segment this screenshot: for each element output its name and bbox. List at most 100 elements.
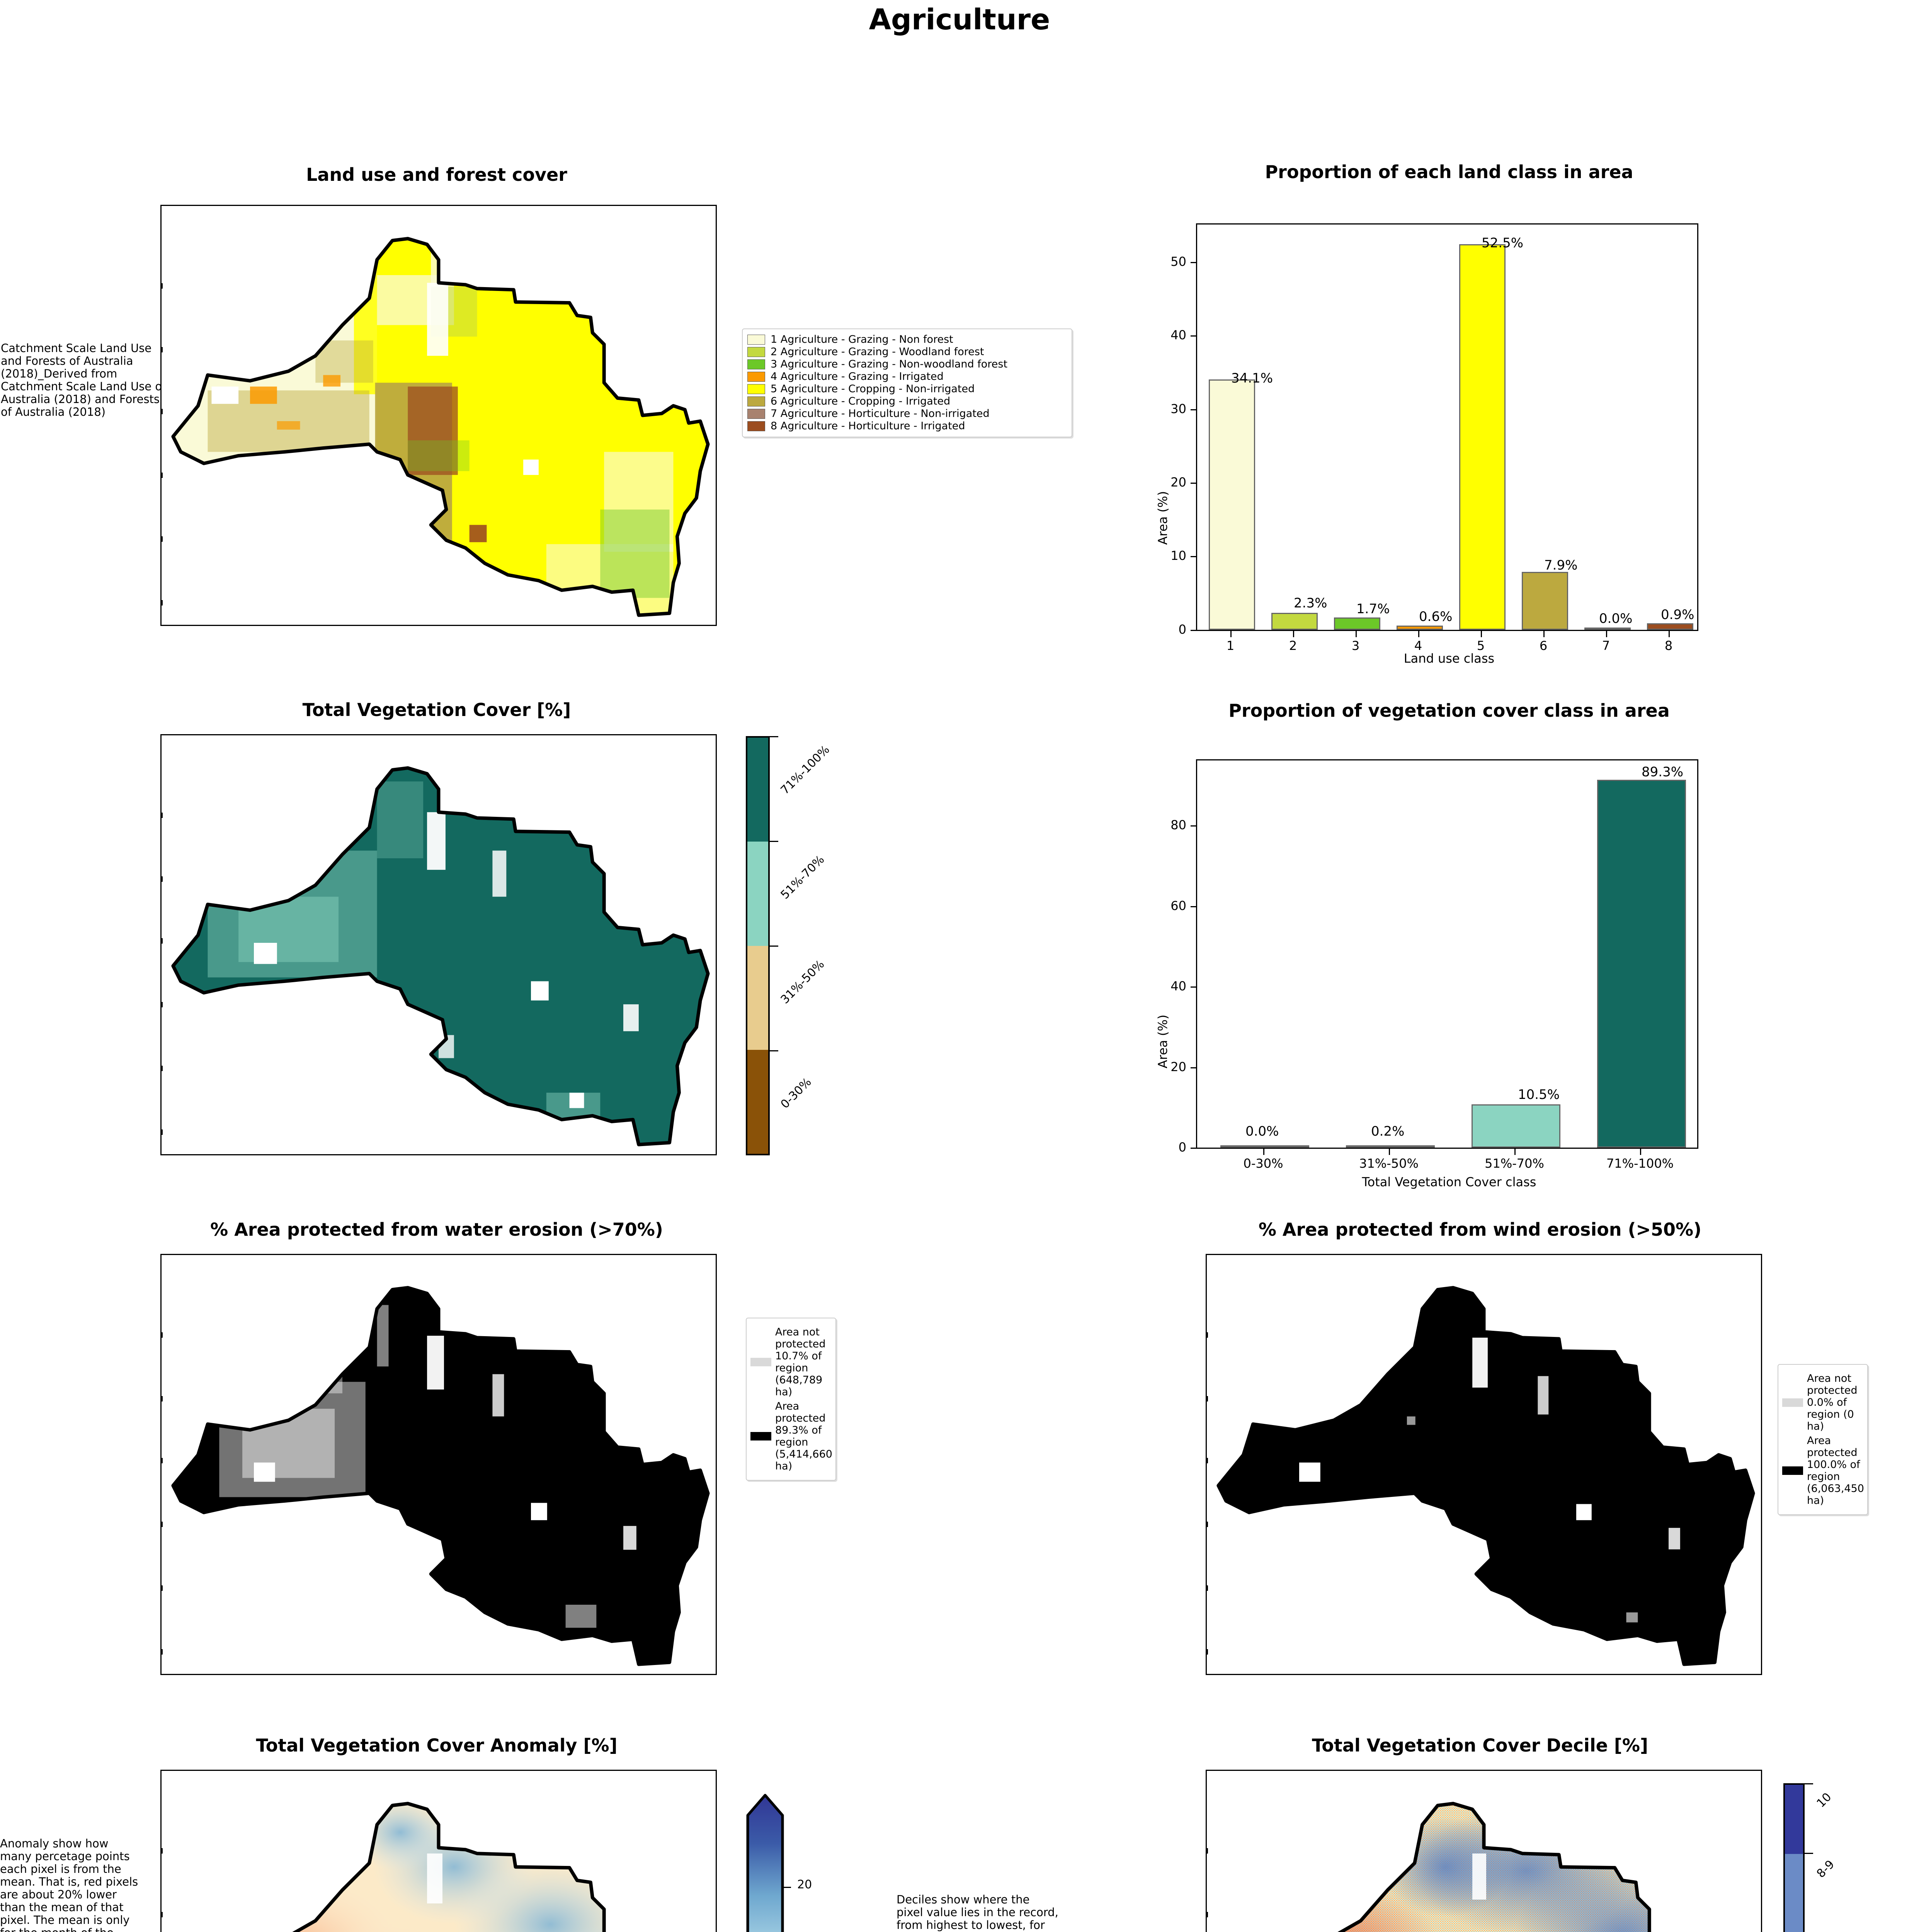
veg-class-chart: Proportion of vegetation cover class in … bbox=[1101, 696, 1797, 1198]
legend-swatch bbox=[747, 347, 765, 357]
y-tick-label: 60 bbox=[1170, 898, 1186, 913]
anomaly-map-raster bbox=[162, 1771, 716, 1932]
map-tick bbox=[162, 473, 163, 478]
land-use-legend: 1 Agriculture - Grazing - Non forest 2 A… bbox=[742, 328, 1072, 437]
bar[interactable] bbox=[1584, 628, 1631, 630]
veg-cover-map[interactable] bbox=[160, 734, 717, 1155]
y-tick-label: 80 bbox=[1170, 818, 1186, 832]
bar-value: 10.5% bbox=[1518, 1087, 1560, 1102]
x-tick bbox=[1669, 631, 1670, 637]
bar-value: 0.2% bbox=[1371, 1124, 1405, 1139]
legend-label: 6 Agriculture - Cropping - Irrigated bbox=[771, 395, 951, 407]
map-tick bbox=[162, 1066, 163, 1071]
x-tick-label: 5 bbox=[1477, 638, 1485, 653]
x-tick bbox=[1230, 631, 1232, 637]
anomaly-map[interactable] bbox=[160, 1770, 717, 1932]
water-erosion-map[interactable] bbox=[160, 1254, 717, 1675]
x-tick-label: 31%-50% bbox=[1359, 1156, 1419, 1171]
colorbar-segment bbox=[747, 1049, 768, 1154]
map-tick bbox=[162, 283, 163, 289]
x-tick-label: 71%-100% bbox=[1606, 1156, 1674, 1171]
bar[interactable] bbox=[1472, 1104, 1560, 1148]
bar-value: 52.5% bbox=[1482, 235, 1524, 251]
legend-swatch bbox=[747, 384, 765, 394]
bar[interactable] bbox=[1220, 1145, 1309, 1148]
veg-cover-colorbar: 71%-100% 51%-70% 31%-50% 0-30% bbox=[746, 736, 978, 1155]
y-tick bbox=[1191, 335, 1197, 337]
x-tick bbox=[1263, 1149, 1264, 1155]
wind-erosion-map-title: % Area protected from wind erosion (>50%… bbox=[1258, 1219, 1702, 1240]
wind-erosion-map[interactable] bbox=[1206, 1254, 1762, 1675]
colorbar-segment bbox=[747, 738, 768, 842]
legend-swatch bbox=[750, 1432, 771, 1440]
colorbar-segment bbox=[747, 946, 768, 1050]
y-tick bbox=[1191, 630, 1197, 631]
legend-swatch bbox=[1782, 1398, 1803, 1407]
y-tick bbox=[1191, 262, 1197, 263]
legend-label: Area not protected 0.0% of region (0 ha) bbox=[1807, 1372, 1858, 1432]
anomaly-map-note: Anomaly show how many percetage points e… bbox=[0, 1837, 138, 1932]
bar[interactable] bbox=[1522, 572, 1568, 630]
land-use-map[interactable] bbox=[160, 205, 717, 626]
y-tick-label: 10 bbox=[1170, 548, 1186, 563]
legend-item: 8 Agriculture - Horticulture - Irrigated bbox=[747, 420, 1066, 432]
bar-value: 2.3% bbox=[1294, 595, 1327, 611]
wind-erosion-map-raster bbox=[1207, 1255, 1761, 1674]
map-tick bbox=[162, 813, 163, 818]
legend-swatch bbox=[1782, 1466, 1803, 1475]
decile-map-note: Deciles show where the pixel value lies … bbox=[897, 1893, 1058, 1932]
legend-item: Area protected 89.3% of region (5,414,66… bbox=[750, 1400, 832, 1472]
map-tick bbox=[1207, 1458, 1208, 1463]
legend-swatch bbox=[747, 359, 765, 369]
legend-label: Area protected 100.0% of region (6,063,4… bbox=[1807, 1435, 1864, 1507]
bar[interactable] bbox=[1271, 613, 1318, 630]
colorbar-label: 8-9 bbox=[1814, 1857, 1837, 1881]
bar[interactable] bbox=[1209, 379, 1255, 630]
y-tick-label: 20 bbox=[1170, 475, 1186, 490]
bar[interactable] bbox=[1334, 617, 1380, 630]
legend-label: Area protected 89.3% of region (5,414,66… bbox=[775, 1400, 832, 1472]
y-tick-label: 30 bbox=[1170, 401, 1186, 416]
y-tick-label: 0 bbox=[1178, 622, 1186, 637]
x-tick bbox=[1389, 1149, 1390, 1155]
map-tick bbox=[162, 1458, 163, 1463]
legend-label: 7 Agriculture - Horticulture - Non-irrig… bbox=[771, 408, 990, 420]
y-tick bbox=[1191, 906, 1197, 907]
anomaly-colorbar-gradient bbox=[746, 1794, 784, 1932]
decile-map[interactable] bbox=[1206, 1770, 1762, 1932]
legend-item: 1 Agriculture - Grazing - Non forest bbox=[747, 334, 1066, 345]
veg-cover-map-raster bbox=[162, 735, 716, 1154]
x-tick bbox=[1514, 1149, 1516, 1155]
map-tick bbox=[162, 1396, 163, 1401]
colorbar-label: 71%-100% bbox=[778, 743, 832, 797]
bar[interactable] bbox=[1459, 244, 1506, 630]
colorbar-segment bbox=[1785, 1785, 1803, 1854]
bar[interactable] bbox=[1647, 623, 1693, 630]
bar[interactable] bbox=[1597, 780, 1686, 1148]
x-tick-label: 8 bbox=[1664, 638, 1673, 653]
y-tick-label: 40 bbox=[1170, 979, 1186, 993]
y-tick-label: 50 bbox=[1170, 254, 1186, 269]
x-tick bbox=[1640, 1149, 1641, 1155]
map-tick bbox=[162, 1912, 163, 1917]
y-tick-label: 0 bbox=[1178, 1140, 1186, 1155]
legend-item: Area not protected 0.0% of region (0 ha) bbox=[1782, 1372, 1863, 1432]
legend-label: 5 Agriculture - Cropping - Non-irrigated bbox=[771, 383, 975, 395]
y-tick bbox=[1191, 556, 1197, 557]
bar-value: 0.0% bbox=[1245, 1124, 1279, 1139]
y-tick-label: 20 bbox=[1170, 1060, 1186, 1074]
x-tick bbox=[1481, 631, 1482, 637]
x-tick bbox=[1293, 631, 1294, 637]
legend-swatch bbox=[747, 421, 765, 431]
bar[interactable] bbox=[1346, 1145, 1435, 1148]
bar-value: 7.9% bbox=[1544, 558, 1578, 573]
colorbar-label: 10 bbox=[1814, 1790, 1834, 1810]
bar-value: 34.1% bbox=[1231, 371, 1273, 386]
x-tick-label: 0-30% bbox=[1243, 1156, 1283, 1171]
bar[interactable] bbox=[1397, 626, 1443, 630]
y-tick-label: 40 bbox=[1170, 328, 1186, 342]
legend-item: 6 Agriculture - Cropping - Irrigated bbox=[747, 396, 1066, 407]
water-erosion-legend: Area not protected 10.7% of region (648,… bbox=[746, 1318, 836, 1481]
legend-item: 2 Agriculture - Grazing - Woodland fores… bbox=[747, 346, 1066, 358]
colorbar-label: 0-30% bbox=[778, 1075, 814, 1111]
